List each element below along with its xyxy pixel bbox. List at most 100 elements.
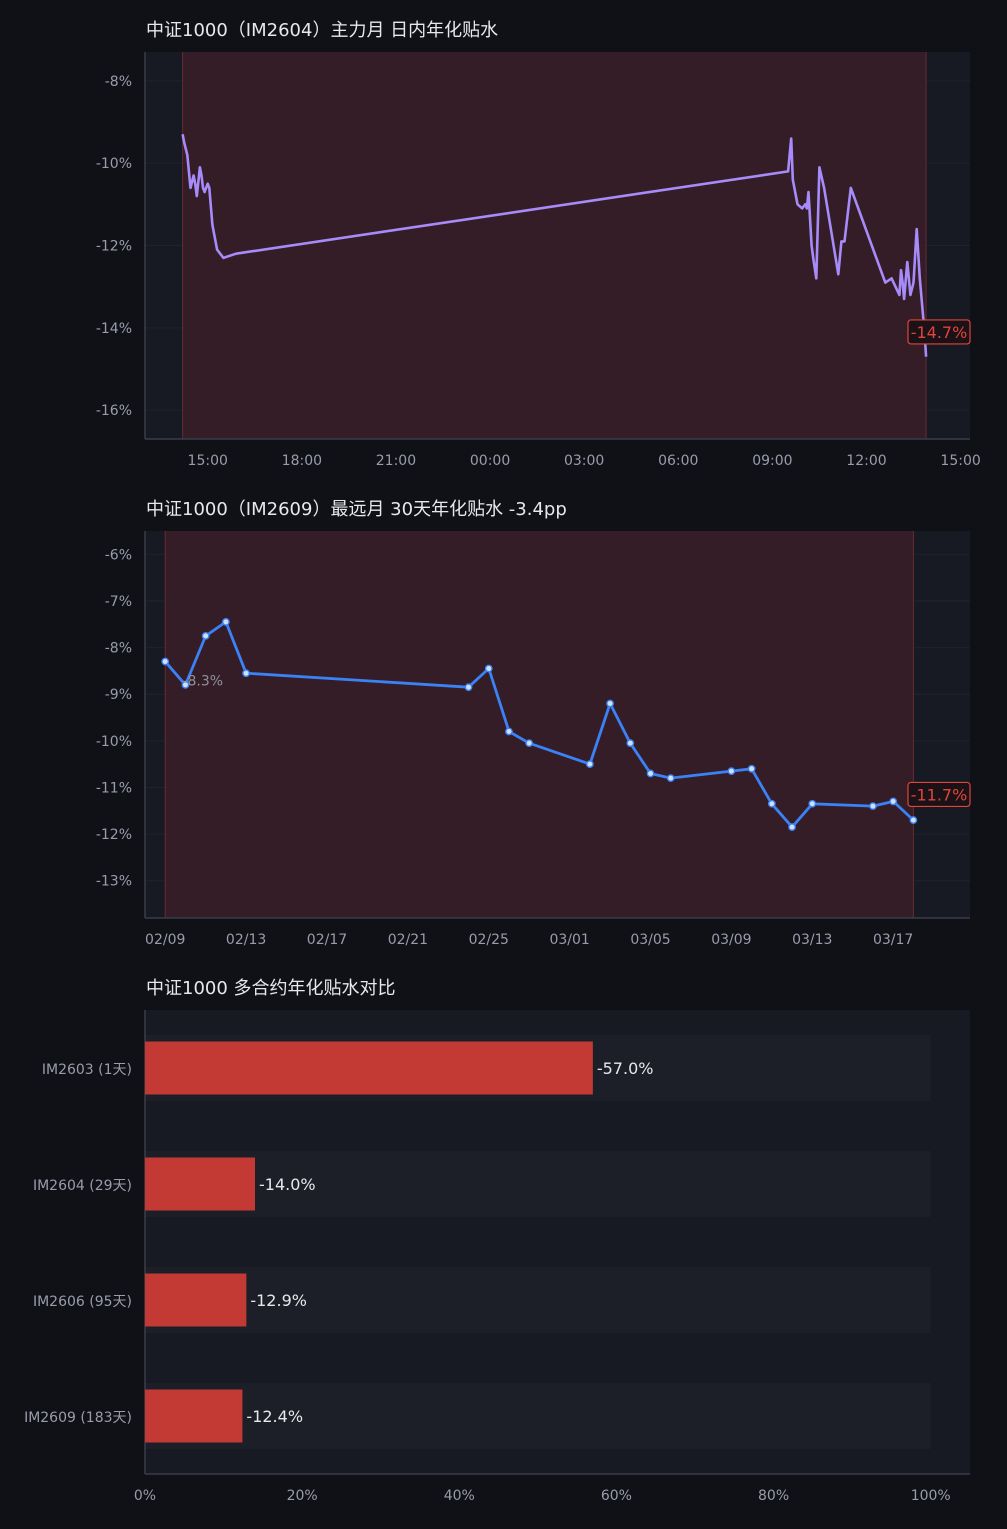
chart1-y-tick-label: -8% xyxy=(105,74,132,90)
chart2-data-point xyxy=(606,699,614,708)
chart2-data-point xyxy=(666,774,675,783)
chart2-data-point xyxy=(242,669,251,678)
chart1-x-ticks: 15:00 18:00 21:00 00:00 03:00 06:00 09:00 12:00… xyxy=(188,453,981,469)
chart2-data-point xyxy=(525,739,534,748)
chart1-y-ticks: -8% -10% -12% -14% -16% xyxy=(96,74,132,419)
chart1-annotation-label: -14.7% xyxy=(911,323,968,342)
chart3-bar xyxy=(145,1273,247,1327)
chart3-bar xyxy=(145,1157,255,1211)
chart1-x-tick-label: 06:00 xyxy=(658,453,698,469)
far-month-chart: 中证1000（IM2609）最远月 30天年化贴水 -3.4pp -6%-7%-… xyxy=(96,499,971,948)
chart2-data-point xyxy=(161,657,170,666)
chart3-x-tick-label: 60% xyxy=(601,1488,632,1504)
chart3-value-label: -57.0% xyxy=(597,1059,654,1078)
chart2-data-point xyxy=(464,683,473,692)
chart2-x-tick-label: 02/25 xyxy=(469,932,509,948)
chart2-y-tick-label: -9% xyxy=(105,687,132,703)
chart2-y-tick-label: -7% xyxy=(105,594,132,610)
chart2-x-tick-label: 03/17 xyxy=(873,932,913,948)
chart2-data-point xyxy=(646,769,655,778)
chart1-x-tick-label: 12:00 xyxy=(846,453,886,469)
chart3-bar xyxy=(145,1389,243,1443)
chart3-x-tick-label: 0% xyxy=(134,1488,156,1504)
chart2-data-point xyxy=(909,816,918,824)
chart3-value-label: -12.9% xyxy=(250,1291,307,1310)
chart2-data-point xyxy=(727,767,736,776)
chart2-y-tick-label: -8% xyxy=(105,641,132,657)
chart3-value-label: -14.0% xyxy=(259,1175,316,1194)
chart1-x-tick-label: 21:00 xyxy=(376,453,416,469)
chart3-row-band xyxy=(145,1151,931,1217)
chart2-data-point xyxy=(747,764,756,773)
chart2-data-point xyxy=(201,632,210,640)
chart2-start-label: -8.3% xyxy=(182,674,223,690)
chart2-y-tick-label: -12% xyxy=(96,827,132,843)
chart1-series-line xyxy=(181,134,928,357)
chart2-y-tick-label: -11% xyxy=(96,780,132,796)
chart1-y-tick-label: -12% xyxy=(96,239,132,255)
intraday-chart: 中证1000（IM2604）主力月 日内年化贴水 -8% -10% -12% -14%… xyxy=(96,20,981,469)
chart3-category-label: IM2609 (183天) xyxy=(24,1410,132,1426)
chart1-x-tick-label: 18:00 xyxy=(282,453,322,469)
chart2-data-point xyxy=(484,664,493,673)
chart2-x-tick-label: 02/09 xyxy=(145,932,185,948)
chart1-x-tick-label: 03:00 xyxy=(564,453,604,469)
chart3-bar xyxy=(145,1041,593,1095)
chart2-y-ticks: -6% -7% -8% -9% -10% -11% -12% -13% xyxy=(96,547,132,889)
chart2-data-point xyxy=(767,799,776,808)
chart2-x-tick-label: 03/05 xyxy=(630,932,670,948)
chart1-x-tick-label: 09:00 xyxy=(752,453,792,469)
chart3-row-band xyxy=(145,1267,931,1333)
chart3-x-tick-label: 100% xyxy=(911,1488,951,1504)
chart2-data-point xyxy=(181,680,190,689)
chart1-title: 中证1000（IM2604）主力月 日内年化贴水 xyxy=(146,20,498,41)
chart1-x-tick-label: 00:00 xyxy=(470,453,510,469)
chart1-y-tick-label: -14% xyxy=(96,321,132,337)
chart3-x-tick-label: 20% xyxy=(287,1488,318,1504)
chart2-data-point xyxy=(221,618,230,626)
chart2-data-point xyxy=(889,797,898,806)
chart2-y-tick-label: -13% xyxy=(96,874,132,890)
chart3-x-tick-label: 80% xyxy=(758,1488,789,1504)
chart2-shaded-region xyxy=(165,531,914,918)
chart1-x-tick-label: 15:00 xyxy=(188,453,228,469)
chart2-title: 中证1000（IM2609）最远月 30天年化贴水 -3.4pp xyxy=(146,499,567,520)
chart2-data-point xyxy=(869,802,877,810)
chart2-x-tick-label: 02/17 xyxy=(307,932,347,948)
chart3-title: 中证1000 多合约年化贴水对比 xyxy=(146,978,396,999)
chart2-series-line xyxy=(164,620,915,829)
chart1-y-tick-label: -16% xyxy=(96,403,132,419)
chart2-x-tick-label: 03/13 xyxy=(792,932,832,948)
chart3-category-label: IM2604 (29天) xyxy=(33,1178,132,1194)
chart3-value-label: -12.4% xyxy=(246,1407,303,1426)
chart2-x-tick-label: 02/13 xyxy=(226,932,266,948)
chart3-x-ticks: 0% 20% 40% 60% 80% 100% xyxy=(134,1488,951,1504)
chart2-data-point xyxy=(626,739,635,748)
chart2-x-tick-label: 03/01 xyxy=(549,932,589,948)
chart2-data-points xyxy=(161,618,918,831)
chart3-category-label: IM2606 (95天) xyxy=(33,1294,132,1310)
chart1-last-value-annotation: -14.7% xyxy=(907,319,971,345)
chart1-annotation-box xyxy=(907,319,971,345)
chart2-data-point xyxy=(808,799,817,808)
chart2-last-value-annotation: -11.7% xyxy=(907,781,971,808)
chart2-data-point xyxy=(788,823,796,831)
chart3-category-label: IM2603 (1天) xyxy=(42,1062,132,1078)
chart2-x-tick-label: 03/09 xyxy=(711,932,751,948)
chart1-x-tick-label: 15:00 xyxy=(940,453,980,469)
chart2-annotation-label: -11.7% xyxy=(911,785,968,804)
chart3-x-tick-label: 40% xyxy=(444,1488,475,1504)
chart3-row-band xyxy=(145,1383,931,1449)
chart2-x-tick-label: 02/21 xyxy=(388,932,428,948)
chart2-y-tick-label: -6% xyxy=(105,547,132,563)
chart1-y-tick-label: -10% xyxy=(96,156,132,172)
chart1-shaded-region xyxy=(182,52,927,439)
chart2-data-point xyxy=(585,760,594,769)
chart2-data-point xyxy=(505,727,513,736)
contract-comparison-chart: 中证1000 多合约年化贴水对比 -57.0% IM2603 (1天) -14.0%… xyxy=(24,978,970,1504)
chart3-bars: -57.0% IM2603 (1天) -14.0% IM2604 (29天) -12.9… xyxy=(24,1041,654,1443)
chart2-x-ticks: 02/09 02/13 02/17 02/21 02/25 03/01 03/05 03/09… xyxy=(145,932,913,948)
chart2-annotation-box xyxy=(907,781,971,808)
chart2-y-tick-label: -10% xyxy=(96,734,132,750)
